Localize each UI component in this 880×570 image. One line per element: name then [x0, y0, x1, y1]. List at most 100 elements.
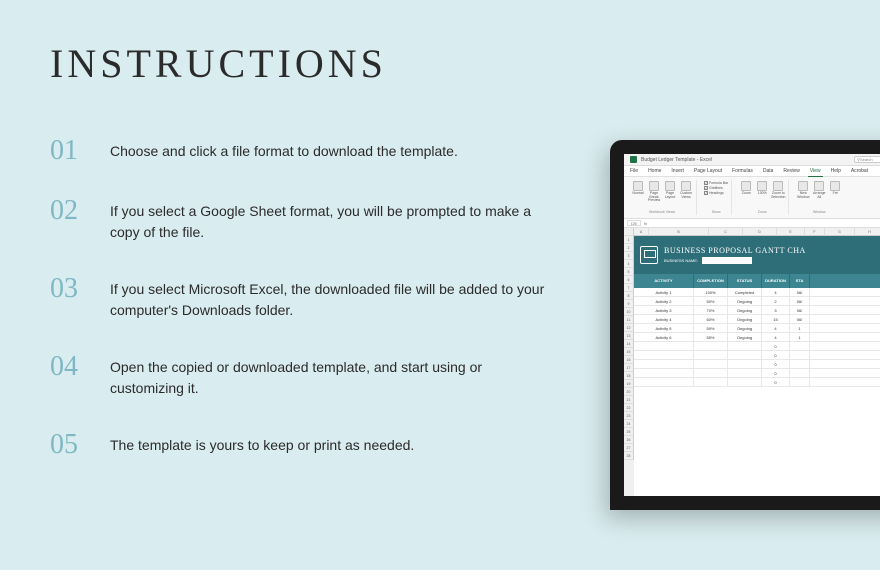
- ribbon-button-label: Zoom to Selection: [771, 192, 785, 199]
- ribbon-tab-acrobat[interactable]: Acrobat: [849, 166, 870, 176]
- table-cell: Completed: [728, 288, 762, 296]
- row-header[interactable]: 18: [624, 372, 634, 380]
- row-header[interactable]: 28: [624, 452, 634, 460]
- table-row[interactable]: 0: [634, 369, 880, 378]
- titlebar-text: Budget Ledger Template - Excel: [641, 157, 712, 163]
- row-header[interactable]: 3: [624, 252, 634, 260]
- table-cell: [694, 351, 728, 359]
- row-header[interactable]: 22: [624, 404, 634, 412]
- row-headers: 1234567891011121314151617181920212223242…: [624, 228, 634, 496]
- ribbon-checkbox[interactable]: Gridlines: [704, 186, 728, 190]
- ribbon-checkbox[interactable]: Formula Bar: [704, 181, 728, 185]
- table-cell: [634, 378, 694, 386]
- row-header[interactable]: 12: [624, 324, 634, 332]
- ribbon-group-window: New WindowArrange AllFreWindow: [793, 180, 845, 215]
- col-header[interactable]: H: [855, 228, 880, 236]
- ribbon-button[interactable]: Normal: [631, 181, 645, 203]
- table-cell: Activity 4: [634, 315, 694, 323]
- row-header[interactable]: 16: [624, 356, 634, 364]
- table-row[interactable]: Activity 370%Ongoing306/: [634, 306, 880, 315]
- row-header[interactable]: 6: [624, 276, 634, 284]
- col-header[interactable]: A: [634, 228, 649, 236]
- row-header[interactable]: 15: [624, 348, 634, 356]
- col-header[interactable]: C: [709, 228, 743, 236]
- excel-screen: Budget Ledger Template - Excel ⚲ Search …: [624, 154, 880, 496]
- business-name-field[interactable]: [702, 257, 752, 264]
- row-header[interactable]: 21: [624, 396, 634, 404]
- row-header[interactable]: 13: [624, 332, 634, 340]
- row-header[interactable]: 24: [624, 420, 634, 428]
- ribbon-button[interactable]: Zoom to Selection: [771, 181, 785, 203]
- table-row[interactable]: Activity 1100%Completed406/: [634, 288, 880, 297]
- business-name-label: BUSINESS NAME:: [664, 258, 698, 263]
- ribbon-button[interactable]: Page Break Preview: [647, 181, 661, 203]
- ribbon-tab-review[interactable]: Review: [781, 166, 801, 176]
- ribbon-button-icon: [665, 181, 675, 191]
- instructions-panel: INSTRUCTIONS 01Choose and click a file f…: [0, 0, 600, 499]
- ribbon-button-icon: [649, 181, 659, 191]
- row-header[interactable]: 14: [624, 340, 634, 348]
- ribbon-tab-file[interactable]: File: [628, 166, 640, 176]
- ribbon-tab-view[interactable]: View: [808, 166, 823, 177]
- row-header[interactable]: 2: [624, 244, 634, 252]
- row-header[interactable]: 19: [624, 380, 634, 388]
- col-header[interactable]: G: [825, 228, 855, 236]
- table-row[interactable]: Activity 550%Ongoing41: [634, 324, 880, 333]
- search-input[interactable]: ⚲ Search: [854, 156, 880, 163]
- col-header[interactable]: E: [777, 228, 805, 236]
- ribbon-tab-page-layout[interactable]: Page Layout: [692, 166, 724, 176]
- row-header[interactable]: 1: [624, 236, 634, 244]
- row-header[interactable]: 9: [624, 300, 634, 308]
- row-header[interactable]: 25: [624, 428, 634, 436]
- ribbon-button[interactable]: Fre: [828, 181, 842, 203]
- ribbon-button[interactable]: Page Layout: [663, 181, 677, 203]
- table-row[interactable]: Activity 250%Ongoing206/: [634, 297, 880, 306]
- ribbon-button[interactable]: Zoom: [739, 181, 753, 203]
- table-column-header: DURATION: [762, 274, 790, 288]
- table-cell: [790, 360, 810, 368]
- table-row[interactable]: Activity 460%Ongoing1506/: [634, 315, 880, 324]
- table-row[interactable]: 0: [634, 342, 880, 351]
- row-header[interactable]: 17: [624, 364, 634, 372]
- ribbon-button[interactable]: 100%: [755, 181, 769, 203]
- ribbon-tab-insert[interactable]: Insert: [669, 166, 686, 176]
- table-cell: [728, 378, 762, 386]
- row-header[interactable]: 5: [624, 268, 634, 276]
- table-row[interactable]: 0: [634, 378, 880, 387]
- row-header[interactable]: 26: [624, 436, 634, 444]
- table-cell: 0: [762, 378, 790, 386]
- row-header[interactable]: 23: [624, 412, 634, 420]
- step-number: 03: [50, 275, 92, 303]
- row-header[interactable]: 8: [624, 292, 634, 300]
- table-row[interactable]: Activity 655%Ongoing41: [634, 333, 880, 342]
- table-row[interactable]: 0: [634, 360, 880, 369]
- ribbon-button[interactable]: Arrange All: [812, 181, 826, 203]
- row-header[interactable]: 7: [624, 284, 634, 292]
- ribbon-tab-home[interactable]: Home: [646, 166, 663, 176]
- table-cell: 50%: [694, 324, 728, 332]
- fx-icon[interactable]: fx: [644, 221, 647, 226]
- row-header[interactable]: 27: [624, 444, 634, 452]
- checkbox-icon: [704, 181, 708, 185]
- row-header[interactable]: 10: [624, 308, 634, 316]
- laptop-frame: Budget Ledger Template - Excel ⚲ Search …: [610, 140, 880, 510]
- row-header[interactable]: 4: [624, 260, 634, 268]
- col-header[interactable]: D: [743, 228, 777, 236]
- row-header[interactable]: 11: [624, 316, 634, 324]
- ribbon-button[interactable]: Custom Views: [679, 181, 693, 203]
- row-header[interactable]: [624, 228, 634, 236]
- col-header[interactable]: F: [805, 228, 825, 236]
- table-row[interactable]: 0: [634, 351, 880, 360]
- ribbon-button[interactable]: New Window: [796, 181, 810, 203]
- ribbon-button-icon: [773, 181, 783, 191]
- ribbon-tab-formulas[interactable]: Formulas: [730, 166, 755, 176]
- col-header[interactable]: B: [649, 228, 709, 236]
- ribbon-checkbox[interactable]: Headings: [704, 191, 728, 195]
- row-header[interactable]: 20: [624, 388, 634, 396]
- step-text: If you select Microsoft Excel, the downl…: [110, 275, 550, 321]
- table-cell: [634, 360, 694, 368]
- table-cell: [728, 369, 762, 377]
- ribbon-tab-data[interactable]: Data: [761, 166, 776, 176]
- ribbon-tab-help[interactable]: Help: [829, 166, 843, 176]
- cell-reference[interactable]: I25: [627, 220, 641, 226]
